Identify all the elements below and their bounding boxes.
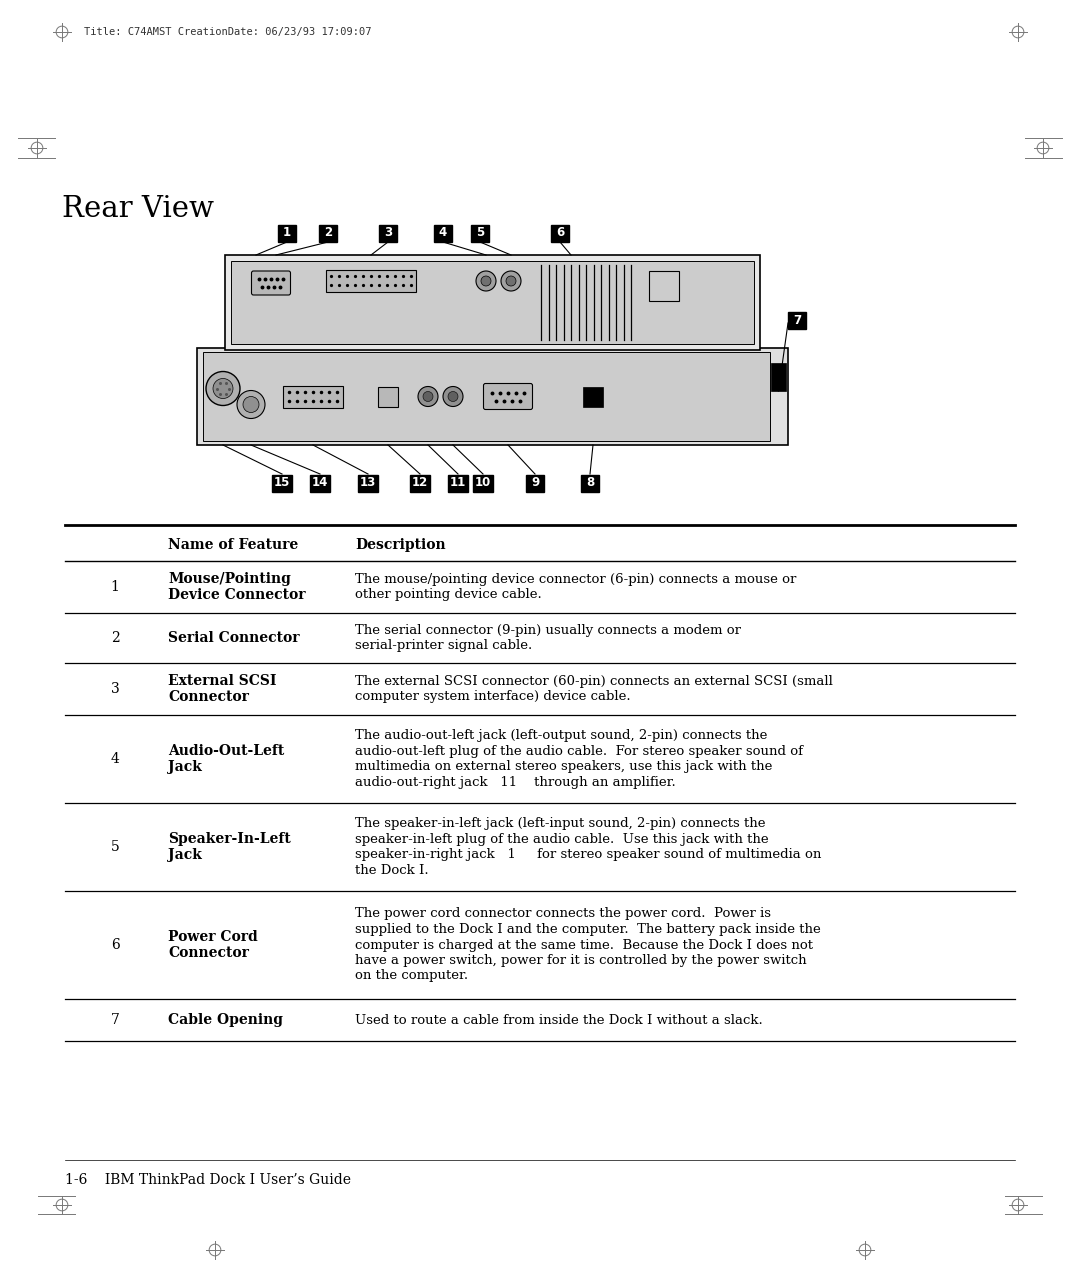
Text: The serial connector (9-pin) usually connects a modem or: The serial connector (9-pin) usually con… xyxy=(355,623,741,637)
Text: Serial Connector: Serial Connector xyxy=(168,631,299,645)
Text: 8: 8 xyxy=(585,476,594,489)
Bar xyxy=(788,312,806,328)
Bar xyxy=(471,225,489,241)
Text: 14: 14 xyxy=(312,476,328,489)
Text: Used to route a cable from inside the Dock I without a slack.: Used to route a cable from inside the Do… xyxy=(355,1014,762,1027)
Text: 3: 3 xyxy=(110,682,120,696)
Text: other pointing device cable.: other pointing device cable. xyxy=(355,589,542,601)
Text: Power Cord: Power Cord xyxy=(168,930,258,944)
Circle shape xyxy=(418,387,438,406)
Text: Description: Description xyxy=(355,538,446,552)
Text: Jack: Jack xyxy=(168,848,202,862)
Text: audio-out-left plug of the audio cable.  For stereo speaker sound of: audio-out-left plug of the audio cable. … xyxy=(355,744,804,757)
Text: on the computer.: on the computer. xyxy=(355,969,468,982)
Text: supplied to the Dock I and the computer.  The battery pack inside the: supplied to the Dock I and the computer.… xyxy=(355,923,821,936)
Text: Connector: Connector xyxy=(168,946,248,960)
Text: Connector: Connector xyxy=(168,690,248,704)
Text: 1: 1 xyxy=(110,580,120,594)
Text: 6: 6 xyxy=(110,939,120,951)
Text: 4: 4 xyxy=(110,752,120,766)
Text: computer system interface) device cable.: computer system interface) device cable. xyxy=(355,691,631,704)
Text: External SCSI: External SCSI xyxy=(168,674,276,688)
Text: Device Connector: Device Connector xyxy=(168,587,306,601)
Text: The power cord connector connects the power cord.  Power is: The power cord connector connects the po… xyxy=(355,908,771,921)
Text: speaker-in-right jack   1     for stereo speaker sound of multimedia on: speaker-in-right jack 1 for stereo speak… xyxy=(355,848,822,861)
Bar xyxy=(473,475,492,492)
Circle shape xyxy=(423,392,433,401)
Text: speaker-in-left plug of the audio cable.  Use this jack with the: speaker-in-left plug of the audio cable.… xyxy=(355,833,769,845)
Text: 2: 2 xyxy=(324,226,332,240)
FancyBboxPatch shape xyxy=(252,271,291,295)
Text: Rear View: Rear View xyxy=(62,195,214,223)
Text: The external SCSI connector (60-pin) connects an external SCSI (small: The external SCSI connector (60-pin) con… xyxy=(355,674,833,688)
Text: audio-out-right jack   11    through an amplifier.: audio-out-right jack 11 through an ampli… xyxy=(355,775,676,789)
Bar xyxy=(225,255,760,350)
Text: 12: 12 xyxy=(411,476,428,489)
Circle shape xyxy=(213,378,233,398)
Bar xyxy=(448,475,468,492)
Bar xyxy=(278,225,296,241)
Circle shape xyxy=(501,271,521,291)
Text: Title: C74AMST CreationDate: 06/23/93 17:09:07: Title: C74AMST CreationDate: 06/23/93 17… xyxy=(84,27,372,37)
Bar xyxy=(581,475,599,492)
Text: 11: 11 xyxy=(450,476,467,489)
Text: Name of Feature: Name of Feature xyxy=(168,538,298,552)
Circle shape xyxy=(443,387,463,406)
Text: 6: 6 xyxy=(556,226,564,240)
Text: 5: 5 xyxy=(476,226,484,240)
Bar xyxy=(434,225,453,241)
Text: the Dock I.: the Dock I. xyxy=(355,863,429,877)
Bar xyxy=(231,261,754,344)
Text: 3: 3 xyxy=(383,226,392,240)
Text: serial-printer signal cable.: serial-printer signal cable. xyxy=(355,640,532,653)
Circle shape xyxy=(206,372,240,406)
Text: The speaker-in-left jack (left-input sound, 2-pin) connects the: The speaker-in-left jack (left-input sou… xyxy=(355,817,766,830)
Text: 9: 9 xyxy=(531,476,539,489)
Circle shape xyxy=(237,391,265,419)
Text: 15: 15 xyxy=(274,476,291,489)
Bar xyxy=(272,475,292,492)
Bar xyxy=(771,363,786,391)
Text: 7: 7 xyxy=(793,313,801,327)
Text: have a power switch, power for it is controlled by the power switch: have a power switch, power for it is con… xyxy=(355,954,807,967)
Text: Cable Opening: Cable Opening xyxy=(168,1013,283,1027)
Text: multimedia on external stereo speakers, use this jack with the: multimedia on external stereo speakers, … xyxy=(355,760,772,774)
Circle shape xyxy=(448,392,458,401)
Bar xyxy=(378,387,399,406)
Bar xyxy=(197,349,788,444)
Bar xyxy=(357,475,378,492)
Bar xyxy=(649,271,679,301)
Text: Speaker-In-Left: Speaker-In-Left xyxy=(168,833,291,847)
Bar xyxy=(526,475,544,492)
Bar xyxy=(283,386,343,407)
Circle shape xyxy=(481,276,491,286)
Bar xyxy=(319,225,337,241)
Text: The audio-out-left jack (left-output sound, 2-pin) connects the: The audio-out-left jack (left-output sou… xyxy=(355,729,768,742)
Bar xyxy=(310,475,330,492)
Text: 1: 1 xyxy=(283,226,292,240)
Bar xyxy=(551,225,569,241)
Bar xyxy=(583,387,603,406)
Bar xyxy=(326,269,416,292)
Text: Audio-Out-Left: Audio-Out-Left xyxy=(168,744,284,759)
Bar xyxy=(379,225,397,241)
Bar xyxy=(203,352,770,441)
Text: 2: 2 xyxy=(110,631,120,645)
Circle shape xyxy=(507,276,516,286)
Text: 4: 4 xyxy=(438,226,447,240)
Bar xyxy=(410,475,430,492)
Text: Jack: Jack xyxy=(168,760,202,774)
Text: Mouse/Pointing: Mouse/Pointing xyxy=(168,572,291,586)
Text: 10: 10 xyxy=(475,476,491,489)
Text: 13: 13 xyxy=(360,476,376,489)
Text: 7: 7 xyxy=(110,1013,120,1027)
Circle shape xyxy=(243,396,259,412)
Circle shape xyxy=(476,271,496,291)
Text: The mouse/pointing device connector (6-pin) connects a mouse or: The mouse/pointing device connector (6-p… xyxy=(355,573,796,586)
FancyBboxPatch shape xyxy=(484,383,532,410)
Text: 1-6    IBM ThinkPad Dock I User’s Guide: 1-6 IBM ThinkPad Dock I User’s Guide xyxy=(65,1174,351,1188)
Text: computer is charged at the same time.  Because the Dock I does not: computer is charged at the same time. Be… xyxy=(355,939,813,951)
Text: 5: 5 xyxy=(110,840,120,854)
